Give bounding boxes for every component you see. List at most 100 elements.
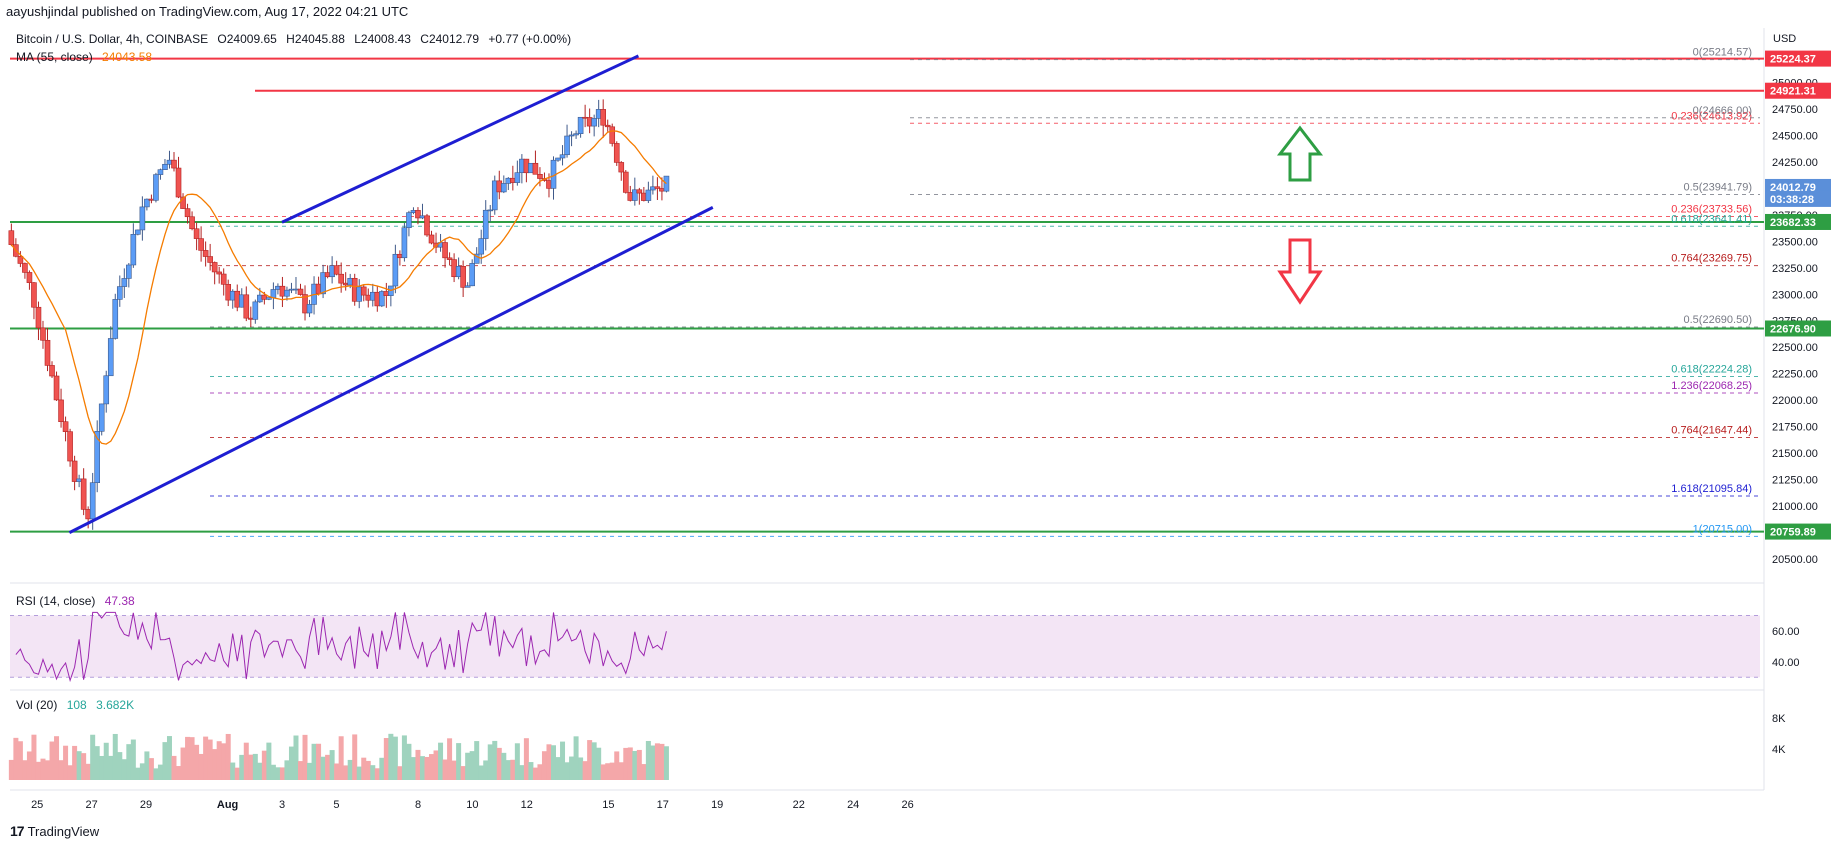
candle-body	[103, 375, 110, 405]
volume-bar	[198, 753, 204, 780]
volume-bar	[180, 747, 186, 780]
time-tick-label: 25	[31, 799, 43, 811]
time-tick-label: 3	[279, 799, 285, 811]
price-tick-label: 21500.00	[1772, 448, 1818, 460]
volume-bar	[641, 764, 647, 780]
volume-bar	[370, 765, 376, 780]
volume-bar	[13, 737, 19, 780]
volume-bar	[72, 745, 78, 780]
volume-bar	[17, 741, 23, 780]
candle-body	[415, 210, 421, 219]
volume-bar	[279, 767, 285, 780]
volume-bar	[560, 741, 566, 780]
time-tick-label: 8	[415, 799, 421, 811]
candle-body	[501, 183, 507, 193]
candle-body	[112, 299, 119, 339]
candle-body	[564, 135, 570, 156]
candle-body	[284, 289, 290, 297]
time-tick-label: 17	[657, 799, 669, 811]
volume-bar	[659, 743, 665, 780]
volume-bar	[487, 744, 493, 780]
volume-bar	[99, 755, 105, 780]
volume-bar	[325, 754, 331, 780]
candle-body	[487, 209, 494, 212]
price-tick-label: 21250.00	[1772, 475, 1818, 487]
volume-bar	[410, 757, 416, 780]
volume-bar	[320, 756, 326, 780]
volume-bar	[117, 752, 123, 780]
ma-label: MA (55, close)	[16, 50, 93, 64]
fib-level-label: 0.5(23941.79)	[1684, 181, 1753, 193]
candle-body	[71, 460, 78, 482]
volume-bar	[302, 734, 308, 780]
candle-body	[537, 174, 543, 179]
candle-body	[58, 399, 64, 422]
volume-bar	[591, 742, 597, 780]
volume-bar	[293, 735, 299, 780]
candle-body	[175, 167, 182, 198]
volume-bar	[166, 736, 172, 780]
volume-bar	[374, 768, 380, 780]
candle-body	[618, 162, 625, 173]
volume-bar	[58, 760, 64, 780]
volume-bar	[90, 734, 96, 780]
candle-body	[613, 143, 620, 163]
volume-bar	[266, 742, 272, 780]
volume-bar	[139, 763, 145, 780]
volume-bar	[288, 746, 294, 780]
volume-bar	[361, 757, 367, 780]
candle-body	[49, 365, 55, 377]
volume-bar	[212, 749, 218, 780]
volume-bar	[388, 733, 394, 780]
volume-bar	[623, 747, 629, 780]
candle-body	[8, 230, 15, 245]
candle-body	[207, 256, 213, 263]
volume-bar	[424, 756, 430, 780]
volume-bar	[153, 768, 159, 780]
volume-bar	[54, 736, 60, 780]
down-arrow-icon	[1277, 238, 1323, 305]
volume-bar	[627, 747, 633, 780]
candle-body	[180, 196, 186, 209]
candle-body	[306, 304, 313, 314]
volume-bar	[8, 759, 14, 780]
candle-body	[532, 162, 539, 175]
volume-bar	[392, 736, 398, 780]
rsi-band	[10, 615, 1760, 678]
price-tick-label: 21750.00	[1772, 422, 1818, 434]
volume-bar	[415, 749, 421, 780]
price-badge	[1765, 82, 1831, 99]
volume-bar	[162, 742, 168, 780]
volume-bar	[216, 741, 222, 780]
volume-bar	[569, 756, 575, 780]
volume-bar	[329, 750, 335, 780]
volume-bar	[514, 743, 520, 780]
rsi-label: RSI (14, close)	[16, 594, 96, 608]
fib-level-label: 0(25214.57)	[1693, 47, 1752, 59]
time-tick-label: 22	[793, 799, 805, 811]
volume-bar	[126, 744, 132, 780]
candle-body	[333, 265, 340, 275]
volume-bar	[600, 764, 606, 780]
volume-bar	[67, 765, 73, 780]
time-tick-label: 24	[847, 799, 859, 811]
tradingview-brand[interactable]: 17 TradingView	[10, 823, 99, 839]
candle-body	[424, 215, 430, 236]
volume-bar	[519, 765, 525, 780]
volume-bar	[103, 742, 109, 780]
volume-bar	[550, 745, 556, 780]
price-badge	[1765, 190, 1831, 207]
candle-body	[401, 227, 408, 259]
volume-bar	[523, 738, 529, 780]
volume-bar	[257, 762, 263, 780]
candle-body	[491, 180, 498, 211]
volume-bar	[555, 757, 561, 780]
price-badge-label: 20759.89	[1770, 527, 1816, 539]
candle-body	[442, 242, 448, 259]
volume-bar	[618, 762, 624, 780]
candle-body	[67, 431, 73, 462]
candle-body	[40, 327, 46, 341]
candle-body	[604, 124, 611, 128]
price-badge	[1765, 213, 1831, 230]
